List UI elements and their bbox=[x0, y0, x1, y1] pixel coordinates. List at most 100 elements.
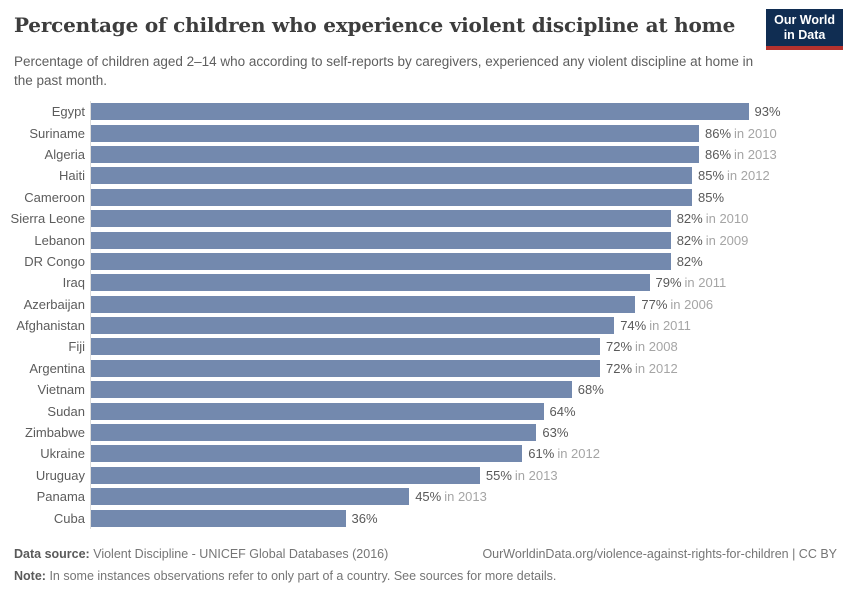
bar-value: 45% in 2013 bbox=[415, 489, 487, 504]
bar-value: 63% bbox=[542, 425, 571, 440]
country-label: Suriname bbox=[29, 125, 85, 141]
value-label: 36% bbox=[351, 510, 378, 526]
bar-value: 93% bbox=[755, 104, 784, 119]
value-label: 61% bbox=[528, 446, 555, 462]
country-label: Ukraine bbox=[40, 446, 85, 462]
bar-value: 86% in 2013 bbox=[705, 147, 777, 162]
bar-track: 64% bbox=[90, 400, 850, 422]
data-source: Data source: Violent Discipline - UNICEF… bbox=[14, 546, 388, 563]
bar[interactable] bbox=[91, 445, 523, 463]
value-label: 79% bbox=[655, 275, 682, 291]
country-label: Vietnam bbox=[37, 382, 85, 398]
bar[interactable] bbox=[91, 167, 692, 185]
bar-track: 45% in 2013 bbox=[90, 486, 850, 508]
bar-track: 86% in 2010 bbox=[90, 122, 850, 144]
bar-row: Panama 45% in 2013 bbox=[0, 486, 850, 508]
value-label: 77% bbox=[641, 296, 668, 312]
value-label: 86% bbox=[705, 146, 732, 162]
bar-value: 85% in 2012 bbox=[698, 168, 770, 183]
bar-row: Sudan 64% bbox=[0, 400, 850, 422]
bar-row: Vietnam 68% bbox=[0, 379, 850, 401]
bar[interactable] bbox=[91, 210, 671, 228]
footer-row-source: Data source: Violent Discipline - UNICEF… bbox=[14, 546, 837, 563]
bar-value: 36% bbox=[352, 511, 381, 526]
bar[interactable] bbox=[91, 466, 480, 484]
bar[interactable] bbox=[91, 252, 671, 270]
bar-track: 82% in 2009 bbox=[90, 229, 850, 251]
bar-value: 72% in 2012 bbox=[606, 361, 678, 376]
bar-value: 82% bbox=[677, 254, 706, 269]
value-label: 55% bbox=[485, 467, 512, 483]
country-label: Uruguay bbox=[35, 467, 85, 483]
bar-track: 74% in 2011 bbox=[90, 314, 850, 337]
bar-track: 82% in 2010 bbox=[90, 207, 850, 230]
bar-track: 63% bbox=[90, 421, 850, 444]
country-label: Cuba bbox=[53, 510, 85, 526]
bar-row: DR Congo 82% bbox=[0, 250, 850, 273]
bar-value: 85% bbox=[698, 190, 727, 205]
bar[interactable] bbox=[91, 509, 346, 527]
country-label: Afghanistan bbox=[16, 318, 85, 334]
bar-track: 86% in 2013 bbox=[90, 143, 850, 166]
bar[interactable] bbox=[91, 359, 600, 377]
page-title: Percentage of children who experience vi… bbox=[14, 13, 736, 37]
country-label: Sudan bbox=[47, 403, 85, 419]
bar-track: 36% bbox=[90, 507, 850, 529]
value-label: 63% bbox=[542, 425, 569, 441]
bar-value: 82% in 2010 bbox=[677, 211, 749, 226]
bar-row: Sierra Leone 82% in 2010 bbox=[0, 207, 850, 230]
value-label: 86% bbox=[705, 125, 732, 141]
bar[interactable] bbox=[91, 274, 650, 292]
owid-logo[interactable]: Our World in Data bbox=[766, 9, 843, 50]
value-label: 45% bbox=[415, 489, 442, 505]
bar[interactable] bbox=[91, 338, 600, 356]
value-label: 82% bbox=[676, 211, 703, 227]
bar-row: Zimbabwe 63% bbox=[0, 421, 850, 444]
bar-row: Algeria 86% in 2013 bbox=[0, 143, 850, 166]
note-text: In some instances observations refer to … bbox=[49, 569, 557, 583]
bar-track: 85% in 2012 bbox=[90, 165, 850, 187]
country-label: Lebanon bbox=[34, 232, 85, 248]
bar[interactable] bbox=[91, 188, 692, 206]
bar[interactable] bbox=[91, 424, 537, 442]
source-url[interactable]: OurWorldinData.org/violence-against-righ… bbox=[482, 547, 837, 561]
value-label: 72% bbox=[606, 360, 633, 376]
bar[interactable] bbox=[91, 124, 699, 142]
bar[interactable] bbox=[91, 402, 544, 420]
year-label: in 2010 bbox=[705, 211, 749, 227]
bar-row: Lebanon 82% in 2009 bbox=[0, 229, 850, 251]
bar-value: 86% in 2010 bbox=[705, 126, 777, 141]
chart-footer: Data source: Violent Discipline - UNICEF… bbox=[14, 546, 837, 585]
bar-row: Uruguay 55% in 2013 bbox=[0, 464, 850, 487]
value-label: 64% bbox=[549, 403, 576, 419]
bar[interactable] bbox=[91, 295, 636, 313]
year-label: in 2011 bbox=[684, 275, 727, 291]
owid-logo-line1: Our World bbox=[774, 13, 835, 27]
year-label: in 2012 bbox=[727, 168, 770, 184]
bar-row: Ukraine 61% in 2012 bbox=[0, 443, 850, 465]
bar[interactable] bbox=[91, 381, 572, 399]
country-label: Haiti bbox=[58, 168, 85, 184]
bar-row: Argentina 72% in 2012 bbox=[0, 357, 850, 380]
country-label: Fiji bbox=[68, 339, 85, 355]
bar-value: 68% bbox=[578, 382, 607, 397]
country-label: DR Congo bbox=[24, 253, 85, 269]
bar[interactable] bbox=[91, 317, 615, 335]
bar[interactable] bbox=[91, 488, 410, 506]
bar-row: Suriname 86% in 2010 bbox=[0, 122, 850, 144]
bar[interactable] bbox=[91, 145, 699, 163]
year-label: in 2013 bbox=[444, 489, 487, 505]
year-label: in 2013 bbox=[514, 467, 558, 483]
data-source-text: Violent Discipline - UNICEF Global Datab… bbox=[93, 547, 389, 561]
bar-row: Azerbaijan 77% in 2006 bbox=[0, 293, 850, 315]
country-label: Iraq bbox=[62, 275, 85, 291]
bar-track: 61% in 2012 bbox=[90, 443, 850, 465]
bar-track: 77% in 2006 bbox=[90, 293, 850, 315]
country-label: Algeria bbox=[44, 146, 85, 162]
value-label: 82% bbox=[676, 232, 703, 248]
bar[interactable] bbox=[91, 103, 749, 121]
chart-subtitle: Percentage of children aged 2–14 who acc… bbox=[14, 54, 754, 88]
bar-track: 85% bbox=[90, 186, 850, 208]
bar[interactable] bbox=[91, 231, 671, 249]
year-label: in 2009 bbox=[705, 232, 749, 248]
